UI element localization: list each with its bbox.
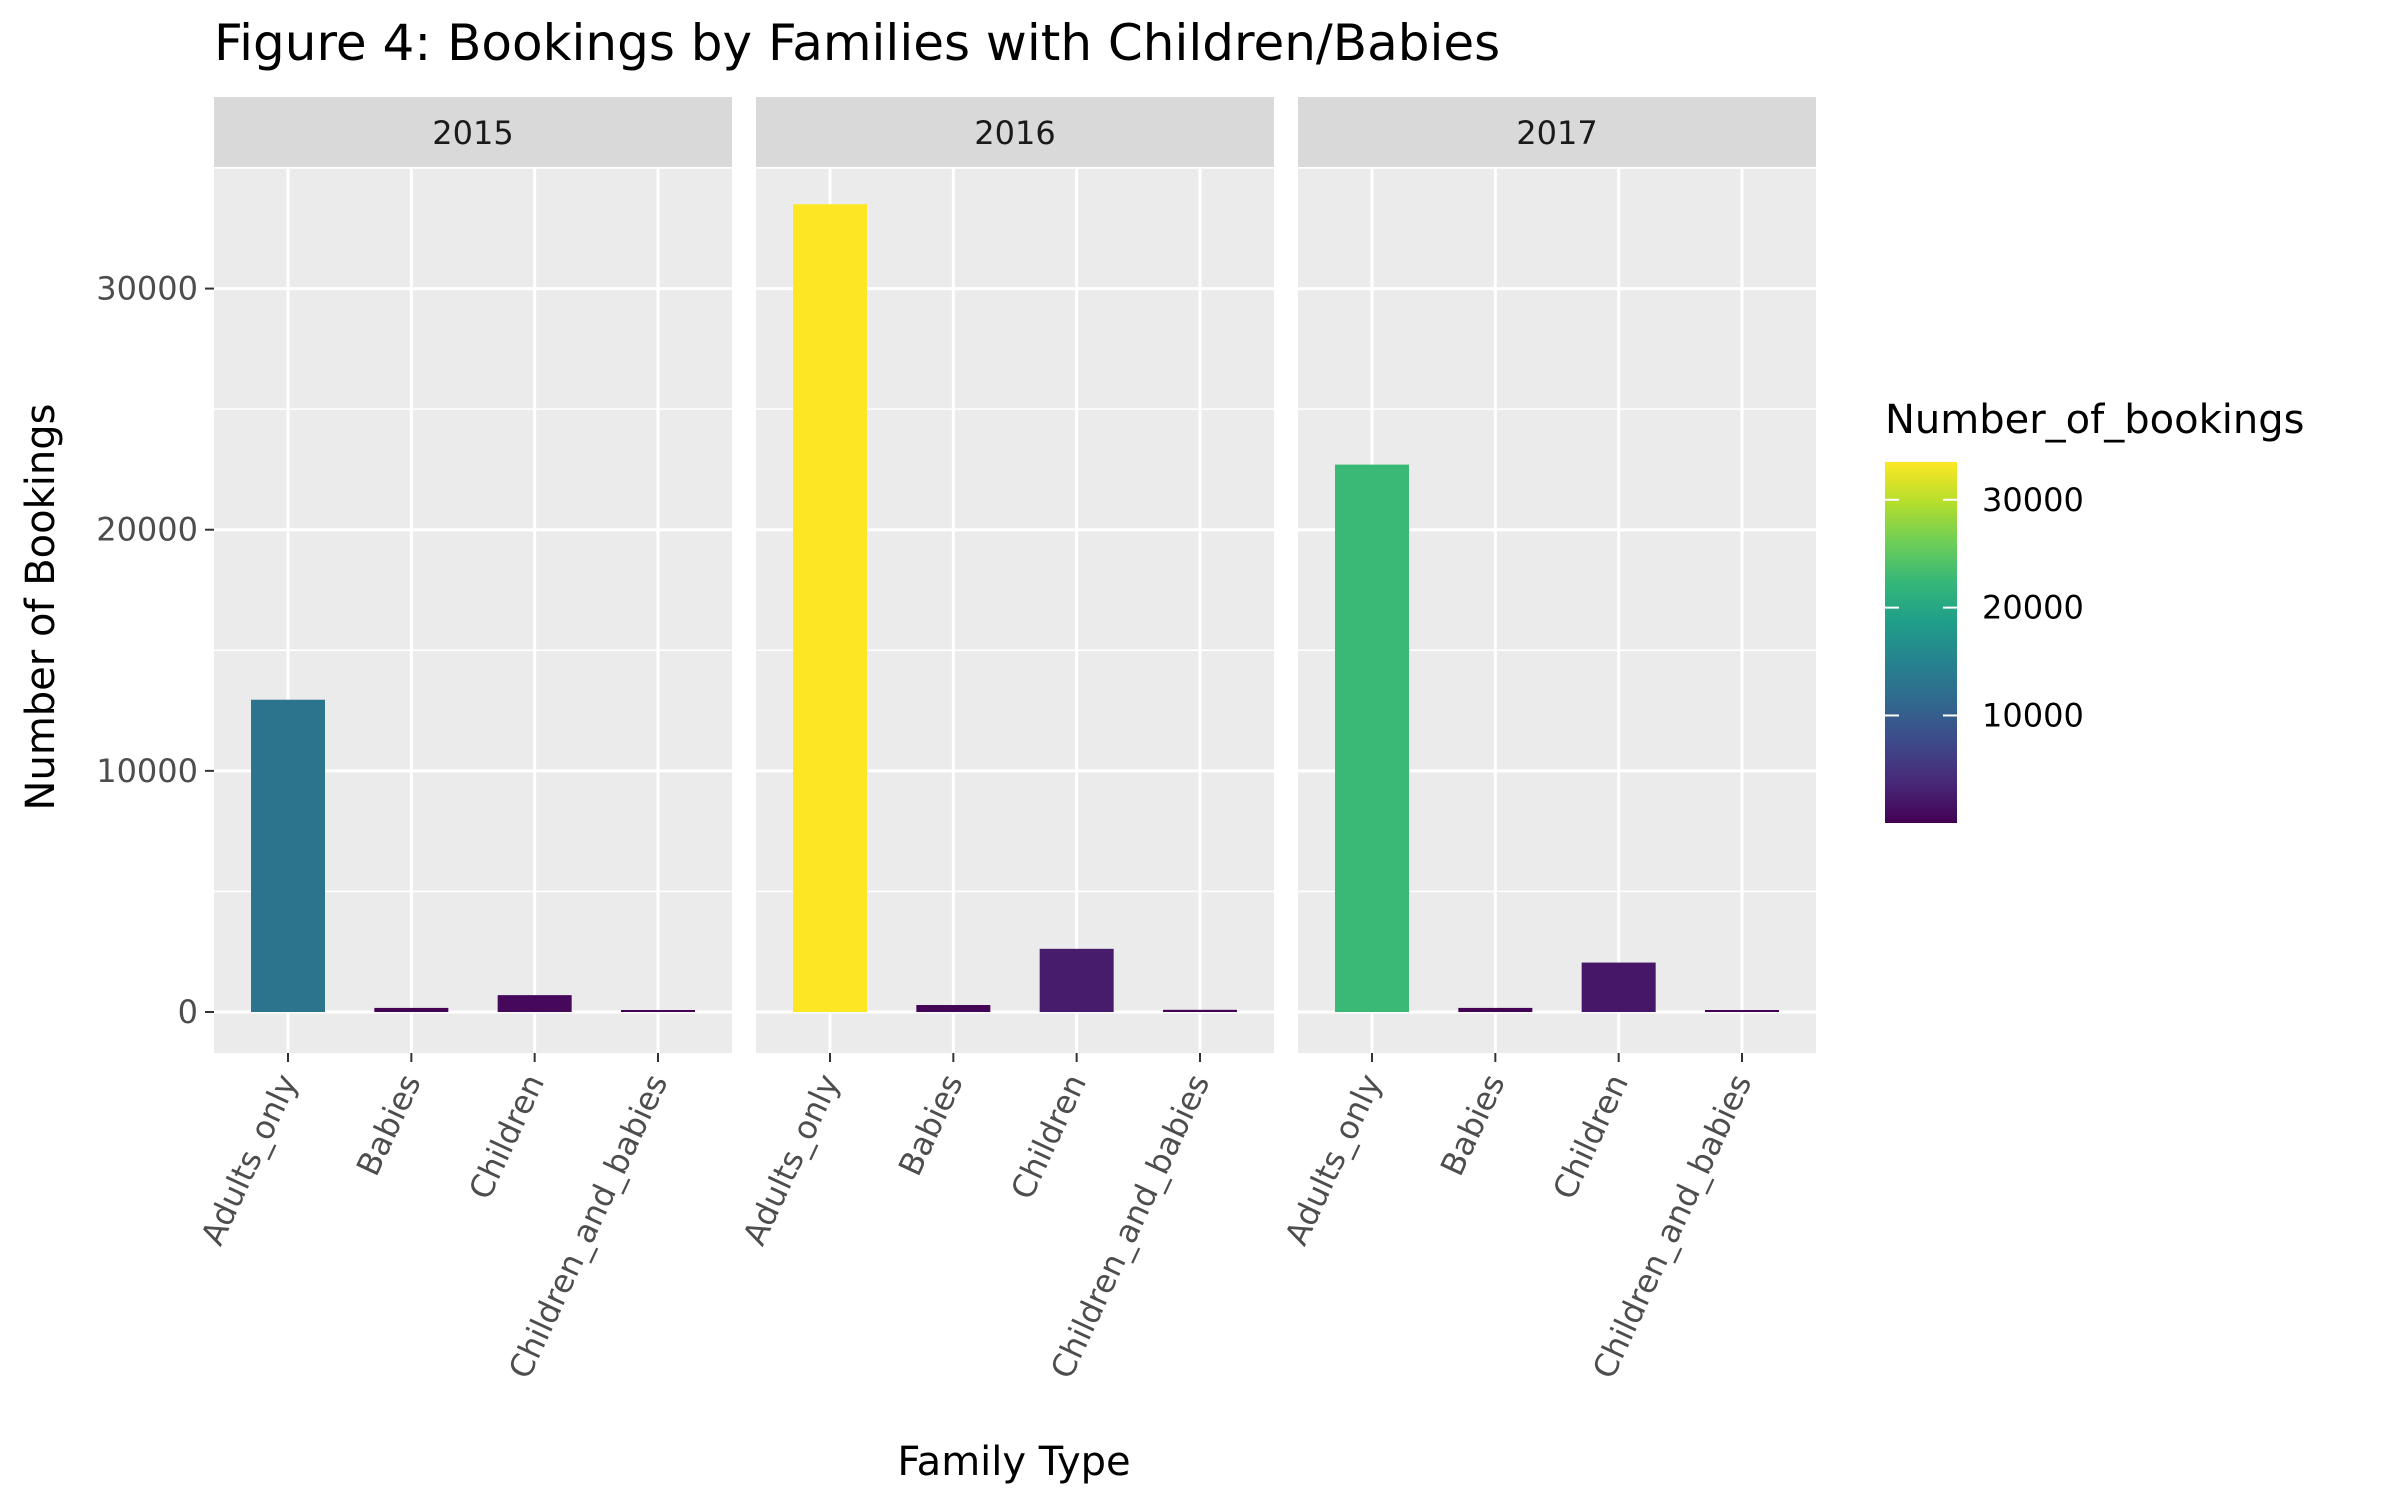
legend-tick-label: 10000 [1982,696,2084,734]
x-tick-label: Babies [1433,1068,1513,1181]
y-axis: 0 10000 20000 30000 [96,270,214,1031]
bar-2015-Adults_only [251,699,325,1013]
facet-label: 2016 [974,114,1055,152]
x-tick-label: Children [1545,1068,1636,1205]
y-tick-label: 30000 [96,270,198,308]
bar-2017-Adults_only [1335,464,1409,1013]
y-tick-label: 20000 [96,511,198,549]
facet-label: 2017 [1516,114,1597,152]
bar-2017-Children [1581,962,1656,1013]
bar-2015-Children_and_babies [621,1010,695,1013]
bar-2016-Babies [916,1005,991,1013]
facet-label: 2015 [432,114,513,152]
facet-strip [214,97,732,167]
bar-2016-Adults_only [793,204,867,1013]
color-legend: Number_of_bookings 10000 20000 30000 [1885,397,2304,823]
bar-2017-Babies [1458,1007,1533,1013]
legend-tick-label: 30000 [1982,481,2084,519]
bar-2015-Babies [374,1007,449,1013]
x-tick-label: Adults_only [735,1068,847,1251]
x-tick-label: Children [461,1068,552,1205]
bar-2015-Children [497,995,572,1013]
bar-2016-Children [1039,948,1114,1013]
legend-title: Number_of_bookings [1885,397,2304,443]
legend-colorbar [1885,462,1957,823]
x-tick-label: Adults_only [193,1068,305,1251]
chart-title: Figure 4: Bookings by Families with Chil… [214,14,1500,72]
x-tick-label: Adults_only [1277,1068,1389,1251]
x-tick-label: Children [1003,1068,1094,1205]
y-tick-label: 10000 [96,752,198,790]
y-tick-label: 0 [178,993,198,1031]
bar-2016-Children_and_babies [1163,1009,1237,1013]
y-axis-title: Number of Bookings [18,404,64,811]
legend-tick-label: 20000 [1982,589,2084,627]
x-tick-label: Babies [891,1068,971,1181]
x-axis-title: Family Type [897,1439,1130,1485]
legend-ticks: 10000 20000 30000 [1885,481,2084,734]
bar-2017-Children_and_babies [1705,1010,1779,1013]
facet-strip [756,97,1274,167]
facet-strip [1298,97,1816,167]
x-tick-label: Babies [349,1068,429,1181]
